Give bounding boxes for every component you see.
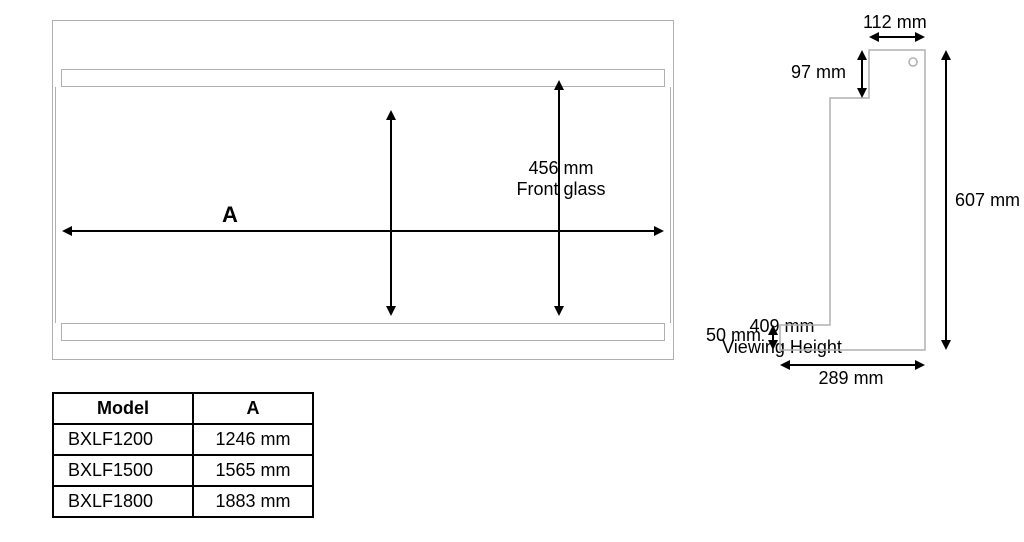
- table-row: BXLF12001246 mm: [53, 424, 313, 455]
- front-body: [55, 87, 671, 323]
- table-cell: BXLF1800: [53, 486, 193, 517]
- front-trim-top: [61, 69, 665, 87]
- diagram-stage: A 409 mm Viewing Height 456 mm Front gla…: [0, 0, 1024, 542]
- front-trim-bottom: [61, 323, 665, 341]
- table-header: Model: [53, 393, 193, 424]
- table-cell: 1565 mm: [193, 455, 313, 486]
- dim-width-A-label: A: [222, 202, 238, 228]
- dim-top-step-label: 97 mm: [791, 62, 846, 83]
- dim-front-glass-label: 456 mm Front glass: [506, 158, 616, 200]
- dim-bottom-step-label: 50 mm: [706, 325, 761, 346]
- table-row: BXLF15001565 mm: [53, 455, 313, 486]
- table-cell: BXLF1200: [53, 424, 193, 455]
- table-cell: 1883 mm: [193, 486, 313, 517]
- table-cell: 1246 mm: [193, 424, 313, 455]
- table-row: BXLF18001883 mm: [53, 486, 313, 517]
- model-table: ModelA BXLF12001246 mmBXLF15001565 mmBXL…: [52, 392, 314, 518]
- dim-total-height-label: 607 mm: [955, 190, 1020, 211]
- dim-top-overhang-label: 112 mm: [863, 12, 927, 33]
- table-cell: BXLF1500: [53, 455, 193, 486]
- dim-bottom-depth-label: 289 mm: [819, 368, 884, 389]
- table-header: A: [193, 393, 313, 424]
